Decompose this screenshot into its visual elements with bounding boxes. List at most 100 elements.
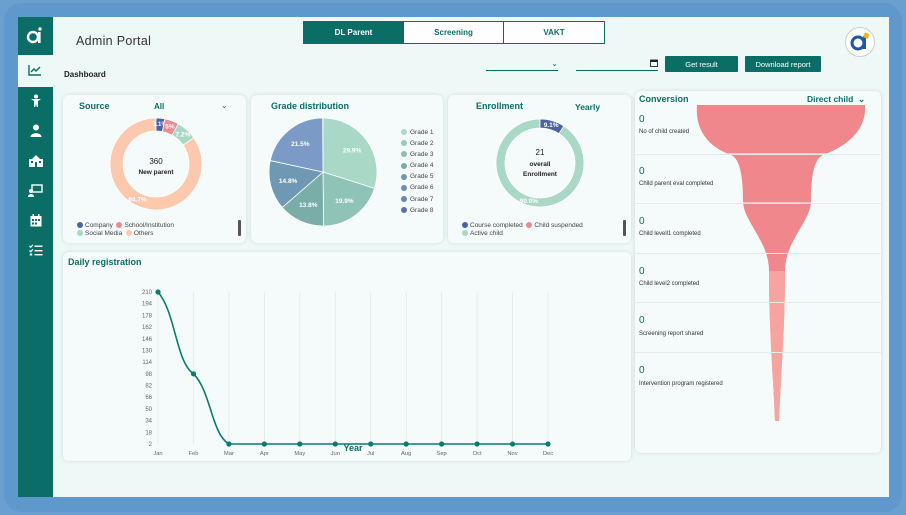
data-point[interactable] bbox=[297, 441, 303, 447]
chart-slice[interactable] bbox=[269, 118, 324, 173]
conversion-title: Conversion bbox=[639, 94, 689, 104]
legend-item: Grade 1 bbox=[401, 127, 434, 138]
enrollment-center-label-1: overall bbox=[530, 161, 551, 168]
download-report-button[interactable]: Download report bbox=[745, 56, 821, 72]
x-tick-label: Nov bbox=[507, 451, 517, 457]
series-line bbox=[157, 291, 548, 445]
conversion-stage-value: 0 bbox=[639, 166, 645, 177]
legend-swatch bbox=[401, 195, 407, 202]
legend-label: Child suspended bbox=[534, 222, 583, 229]
tab-vakt[interactable]: VAKT bbox=[504, 22, 604, 43]
sidebar-item-checklist[interactable] bbox=[18, 236, 53, 264]
logo-icon bbox=[26, 27, 42, 44]
sidebar-item-teacher[interactable] bbox=[18, 176, 53, 204]
funnel-fade bbox=[769, 271, 785, 421]
tab-screening[interactable]: Screening bbox=[404, 22, 504, 43]
legend-label: Grade 6 bbox=[410, 184, 434, 192]
conversion-filter[interactable]: Direct child ⌄ bbox=[807, 94, 865, 105]
teacher-icon bbox=[28, 183, 43, 197]
data-point[interactable] bbox=[155, 289, 161, 295]
legend-item: Grade 6 bbox=[401, 182, 434, 193]
chart-slice[interactable] bbox=[495, 118, 585, 208]
y-tick-label: 162 bbox=[142, 325, 153, 331]
filter-select[interactable]: ⌄ bbox=[486, 59, 558, 71]
data-point[interactable] bbox=[261, 441, 267, 447]
chart-slice[interactable] bbox=[539, 118, 565, 135]
enrollment-filter[interactable]: Yearly bbox=[575, 102, 601, 112]
legend-label: Grade 4 bbox=[410, 162, 434, 170]
y-tick-label: 194 bbox=[142, 302, 153, 308]
legend-label: Grade 1 bbox=[410, 129, 434, 136]
x-tick-label: Apr bbox=[260, 451, 269, 457]
slice-label: 7.2% bbox=[175, 131, 190, 138]
chart-slice[interactable] bbox=[269, 160, 324, 209]
y-tick-label: 34 bbox=[145, 419, 152, 425]
conversion-stage-label: Screening report shared bbox=[639, 331, 704, 337]
chart-slice[interactable] bbox=[322, 118, 377, 189]
slice-label: 21.5% bbox=[291, 141, 310, 148]
data-point[interactable] bbox=[368, 441, 374, 447]
user-icon bbox=[30, 124, 41, 137]
scrollbar[interactable] bbox=[623, 220, 626, 236]
app-logo[interactable] bbox=[18, 17, 53, 55]
conversion-divider bbox=[635, 253, 881, 254]
data-point[interactable] bbox=[190, 371, 197, 377]
sidebar bbox=[18, 17, 53, 497]
chart-slice[interactable] bbox=[322, 171, 375, 226]
get-result-button[interactable]: Get result bbox=[665, 56, 738, 72]
school-icon bbox=[28, 154, 43, 167]
daily-registration-card: Daily registration 2 18 34 50 66 82 98 114 130 14… bbox=[63, 252, 631, 461]
grade-card: Grade distribution 29.9% 19.9% 13.8% 14.8% 2… bbox=[251, 95, 443, 243]
conversion-divider bbox=[635, 203, 881, 204]
sidebar-item-dashboard[interactable] bbox=[18, 55, 53, 87]
chevron-down-icon[interactable]: ⌄ bbox=[221, 101, 228, 110]
conversion-filter-value: Direct child bbox=[807, 94, 854, 104]
legend-swatch bbox=[401, 173, 407, 180]
slice-label: 19.9% bbox=[335, 198, 354, 205]
source-filter[interactable]: All bbox=[154, 102, 164, 111]
source-card: Source All ⌄ 84.7% 3.1% 5% 7.2% 360 New par… bbox=[63, 95, 246, 243]
slice-label: 5% bbox=[165, 123, 175, 130]
data-point[interactable] bbox=[332, 441, 338, 447]
enrollment-donut: 90.9% 9.1% 21 overall Enrollment bbox=[495, 118, 585, 208]
date-input[interactable] bbox=[576, 59, 658, 71]
slice-label: 14.8% bbox=[279, 178, 298, 185]
enrollment-center-label-2: Enrollment bbox=[523, 171, 558, 178]
data-point[interactable] bbox=[226, 441, 232, 447]
chart-slice[interactable] bbox=[171, 123, 195, 146]
data-point[interactable] bbox=[403, 441, 409, 447]
legend-label: Social Media bbox=[85, 230, 123, 237]
legend-label: Grade 3 bbox=[410, 151, 434, 159]
enrollment-center-value: 21 bbox=[536, 148, 545, 157]
legend-swatch bbox=[77, 222, 83, 229]
conversion-stage-label: Intervention program registered bbox=[639, 381, 723, 387]
chart-slice[interactable] bbox=[109, 117, 203, 211]
x-tick-label: Jan bbox=[153, 451, 162, 457]
legend-item: Active child bbox=[462, 230, 503, 237]
data-point[interactable] bbox=[545, 441, 551, 447]
sidebar-item-user[interactable] bbox=[18, 116, 53, 144]
slice-label: 29.9% bbox=[343, 148, 362, 155]
sidebar-item-child[interactable] bbox=[18, 87, 53, 115]
conversion-stage-label: No of child created bbox=[639, 129, 690, 135]
chart-line-icon bbox=[28, 65, 41, 76]
x-tick-label: Oct bbox=[473, 451, 482, 457]
scrollbar[interactable] bbox=[238, 220, 241, 236]
data-point[interactable] bbox=[474, 441, 480, 447]
legend-label: Grade 8 bbox=[410, 206, 434, 214]
sidebar-item-school[interactable] bbox=[18, 146, 53, 174]
data-point[interactable] bbox=[509, 441, 516, 447]
y-tick-label: 50 bbox=[145, 407, 152, 413]
data-point[interactable] bbox=[439, 441, 445, 447]
app-container: Admin Portal DL Parent Screening VAKT Da… bbox=[18, 17, 889, 497]
avatar[interactable] bbox=[845, 27, 875, 57]
y-tick-label: 210 bbox=[142, 290, 153, 296]
conversion-stage-label: Child levell1 completed bbox=[639, 231, 701, 237]
legend-item: Company bbox=[77, 222, 113, 229]
sidebar-item-calendar[interactable] bbox=[18, 206, 53, 234]
y-tick-label: 178 bbox=[142, 313, 153, 319]
legend-swatch bbox=[401, 184, 407, 191]
conversion-stage-value: 0 bbox=[639, 365, 645, 376]
calendar-small-icon bbox=[650, 59, 658, 67]
tab-dl-parent[interactable]: DL Parent bbox=[304, 22, 404, 43]
